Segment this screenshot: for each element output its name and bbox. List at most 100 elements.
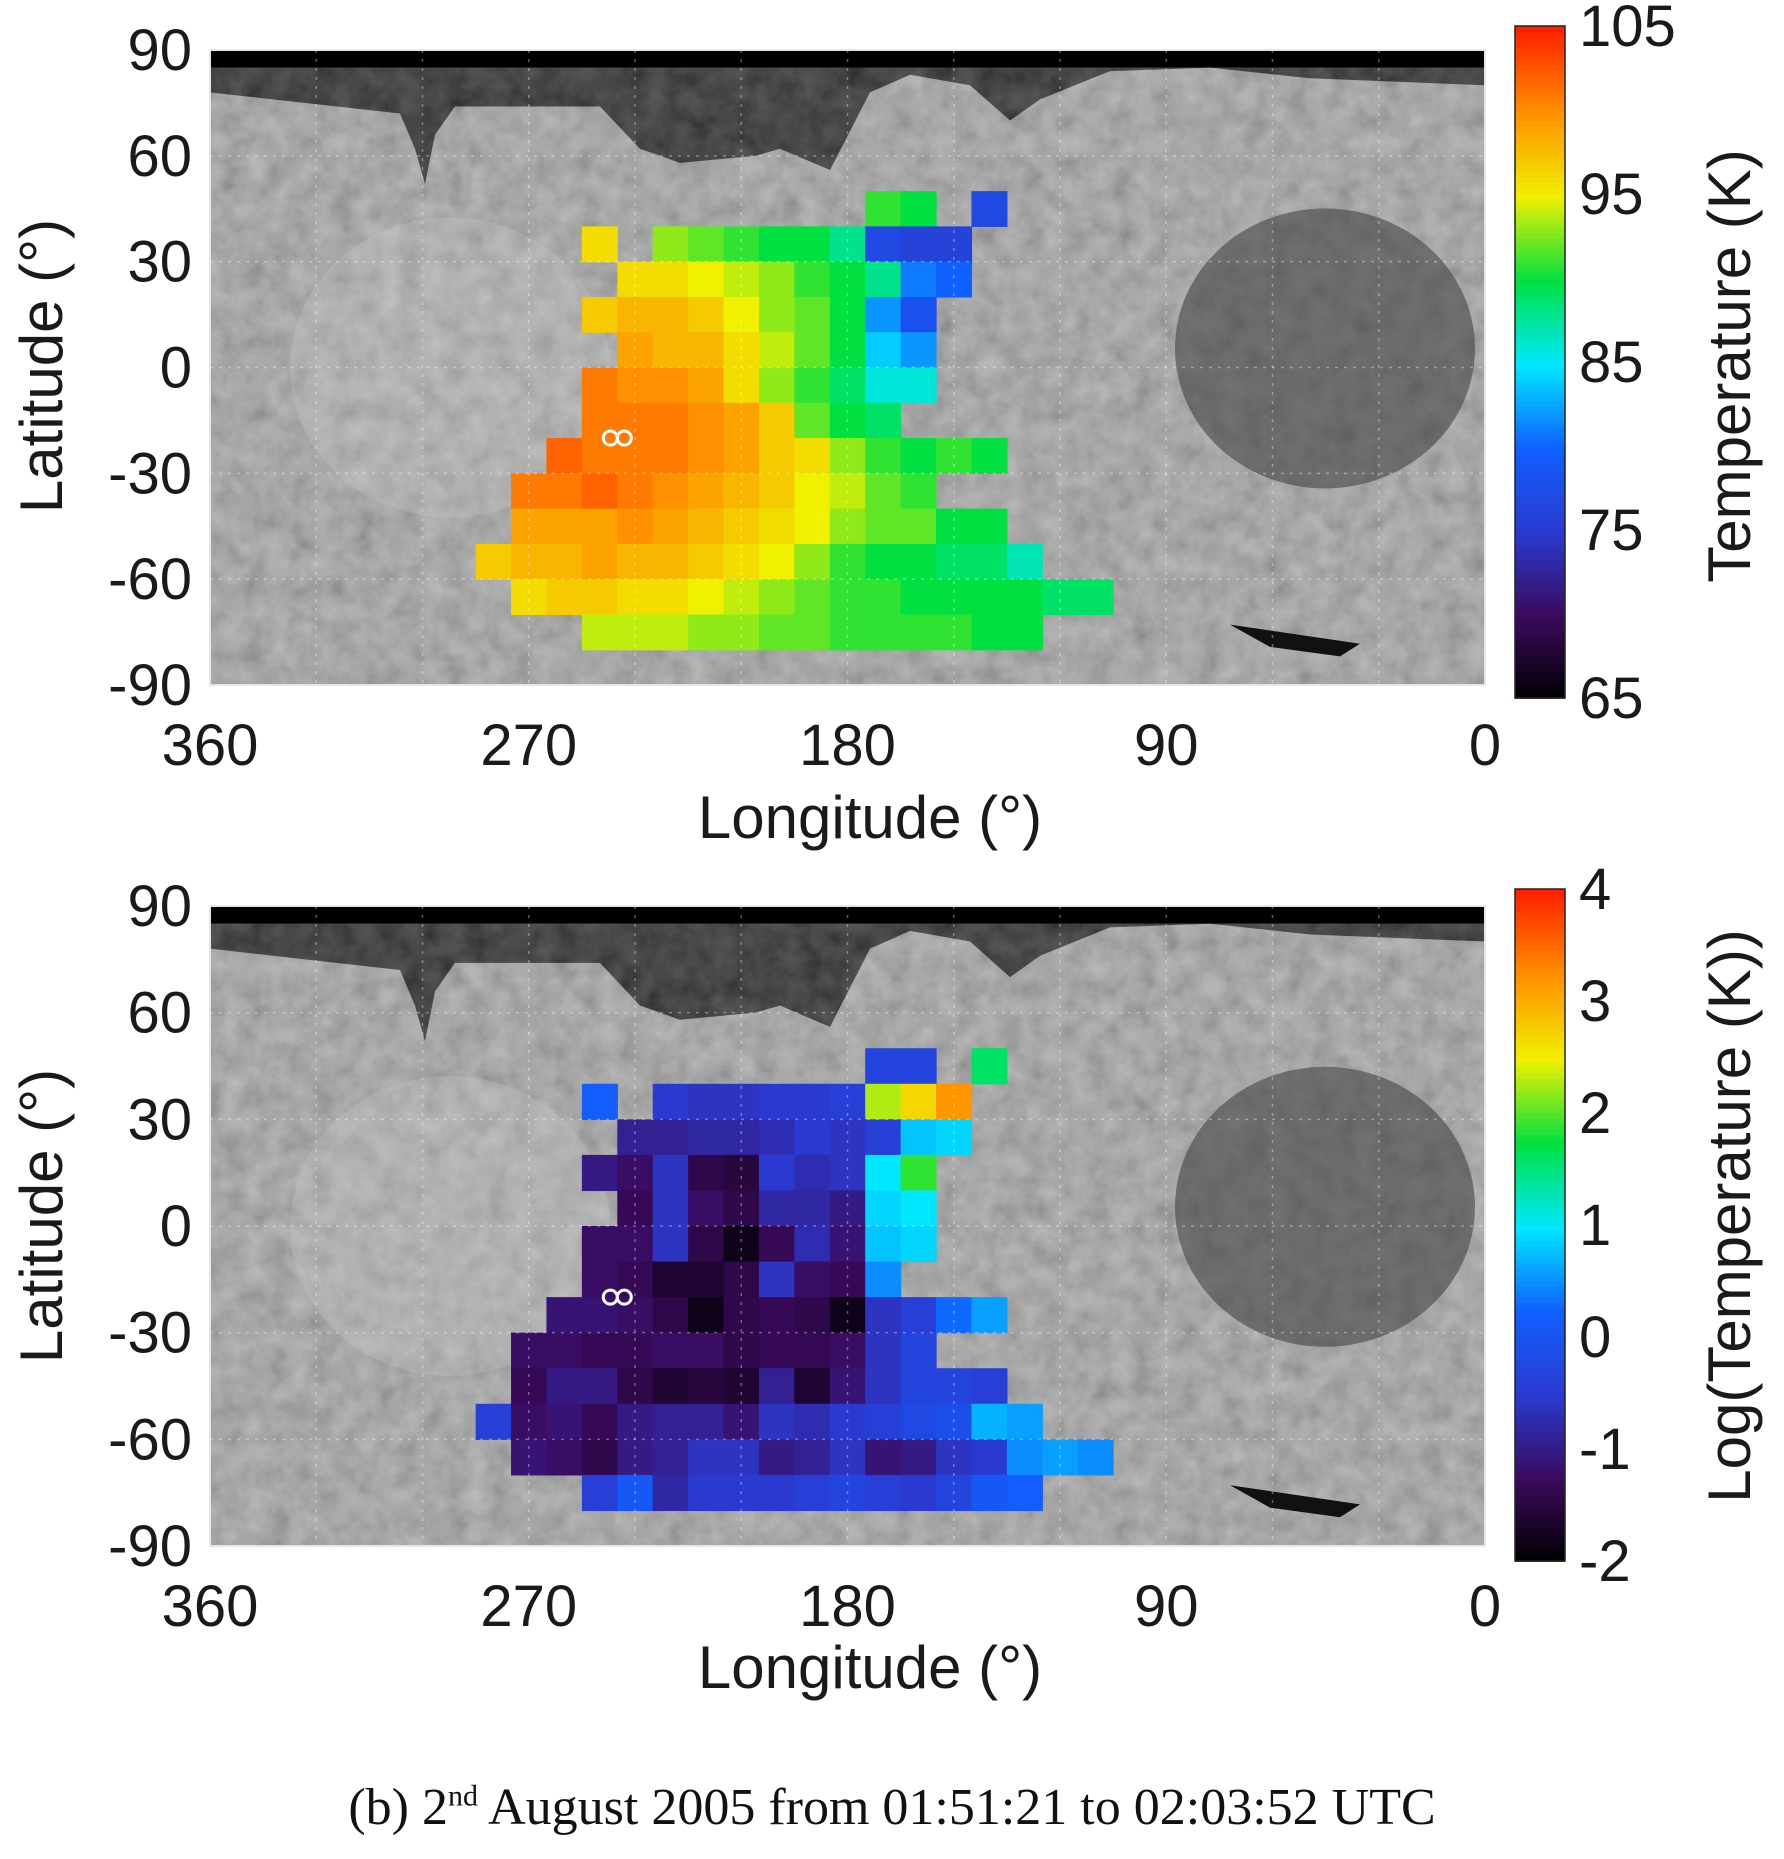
- y-axis-label: Latitude (°): [8, 219, 75, 513]
- heatmap-cell: [688, 261, 725, 298]
- heatmap-cell: [652, 1474, 689, 1512]
- colorbar-segment: [1515, 541, 1565, 548]
- heatmap-cell: [758, 1439, 795, 1476]
- heatmap-cell: [652, 614, 689, 651]
- colorbar-segment: [1515, 418, 1565, 425]
- heatmap-cell: [581, 1083, 618, 1120]
- heatmap-cell: [829, 332, 866, 369]
- heatmap-cell: [794, 1261, 831, 1298]
- x-tick-label: 270: [480, 713, 577, 778]
- colorbar-segment: [1515, 334, 1565, 341]
- colorbar-segment: [1515, 535, 1565, 542]
- colorbar-segment: [1515, 490, 1565, 498]
- colorbar-segment: [1515, 1141, 1565, 1148]
- heatmap-cell: [758, 1261, 795, 1298]
- heatmap-cell: [865, 543, 902, 580]
- heatmap-cell: [900, 1048, 937, 1085]
- colorbar-segment: [1515, 956, 1565, 963]
- colorbar-segment: [1515, 65, 1565, 72]
- heatmap-cell: [865, 1119, 902, 1156]
- heatmap-cell: [829, 226, 866, 263]
- heatmap-cell: [723, 332, 760, 369]
- plot-frame: [209, 49, 1486, 686]
- heatmap-cell: [688, 1297, 725, 1334]
- colorbar-segment: [1515, 933, 1565, 941]
- x-tick-label: 270: [480, 1574, 577, 1639]
- colorbar-segment: [1515, 339, 1565, 346]
- heatmap-cell: [617, 1190, 654, 1227]
- colorbar-segment: [1515, 48, 1565, 55]
- y-axis-label: Latitude (°): [8, 1069, 75, 1363]
- heatmap-cell: [900, 1368, 937, 1405]
- colorbar-segment: [1515, 26, 1565, 33]
- colorbar-segment: [1515, 121, 1565, 128]
- colorbar-segment: [1515, 457, 1565, 464]
- colorbar-tick-label: 4: [1579, 857, 1611, 922]
- heatmap-cell: [971, 508, 1008, 545]
- heatmap-cell: [723, 1119, 760, 1156]
- colorbar-segment: [1515, 1533, 1565, 1540]
- colorbar-segment: [1515, 1342, 1565, 1349]
- panel-temperature: 90 60 30 0 -30 -60 -90 360 270 180 90 0 Latitude (…: [8, 0, 1763, 851]
- y-tick-label: -30: [108, 441, 192, 506]
- heatmap-cell: [936, 1403, 973, 1440]
- heatmap-cell: [829, 1403, 866, 1440]
- colorbar-segment: [1515, 1079, 1565, 1086]
- heatmap-cell: [829, 1439, 866, 1476]
- heatmap-cell: [900, 508, 937, 545]
- colorbar-segment: [1515, 177, 1565, 184]
- colorbar-segment: [1515, 401, 1565, 408]
- heatmap-cell: [971, 614, 1008, 651]
- heatmap-cell: [688, 438, 725, 474]
- heatmap-cell: [971, 579, 1008, 616]
- colorbar-segment: [1515, 664, 1565, 671]
- heatmap-cell: [723, 1439, 760, 1476]
- heatmap-cell: [511, 1368, 548, 1405]
- colorbar-segment: [1515, 266, 1565, 274]
- heatmap-cell: [581, 1261, 618, 1298]
- colorbar-segment: [1515, 115, 1565, 122]
- colorbar-segment: [1515, 412, 1565, 419]
- colorbar-segment: [1515, 42, 1565, 50]
- heatmap-cell: [794, 543, 831, 580]
- colorbar-segment: [1515, 294, 1565, 302]
- x-axis-label: Longitude (°): [698, 784, 1042, 851]
- colorbar-segment: [1515, 1320, 1565, 1327]
- heatmap-cell: [723, 1083, 760, 1120]
- heatmap-cell: [865, 1332, 902, 1369]
- colorbar-segment: [1515, 1124, 1565, 1131]
- heatmap-cell: [794, 1154, 831, 1192]
- colorbar-segment: [1515, 636, 1565, 643]
- heatmap-cell: [688, 1154, 725, 1192]
- y-tick-label: 30: [127, 1087, 192, 1152]
- colorbar-segment: [1515, 1029, 1565, 1036]
- colorbar-segment: [1515, 446, 1565, 453]
- caption-prefix: (b) 2: [348, 1779, 448, 1836]
- colorbar-segment: [1515, 87, 1565, 94]
- heatmap-cell: [829, 1119, 866, 1156]
- heatmap-cell: [829, 402, 866, 439]
- heatmap-cell: [617, 1439, 654, 1476]
- heatmap-cell: [581, 1474, 618, 1512]
- heatmap-cell: [723, 1474, 760, 1512]
- caption-superscript: nd: [447, 1779, 478, 1813]
- colorbar-segment: [1515, 1505, 1565, 1512]
- heatmap-cell: [688, 1190, 725, 1227]
- heatmap-cell: [581, 1403, 618, 1440]
- colorbar-segment: [1515, 104, 1565, 111]
- colorbar-segment: [1515, 1241, 1565, 1249]
- heatmap-cell: [900, 579, 937, 616]
- heatmap-cell: [723, 1368, 760, 1405]
- colorbar-segment: [1515, 1129, 1565, 1137]
- colorbar-segment: [1515, 328, 1565, 335]
- colorbar-segment: [1515, 686, 1565, 694]
- colorbar-segment: [1515, 1101, 1565, 1109]
- colorbar-segment: [1515, 1253, 1565, 1260]
- colorbar-segment: [1515, 1068, 1565, 1075]
- heatmap-cell: [1006, 543, 1043, 580]
- heatmap-cell: [688, 473, 725, 510]
- heatmap-cell: [688, 1083, 725, 1120]
- heatmap-cell: [900, 367, 937, 404]
- heatmap-cell: [900, 1403, 937, 1440]
- heatmap-cell: [794, 1332, 831, 1369]
